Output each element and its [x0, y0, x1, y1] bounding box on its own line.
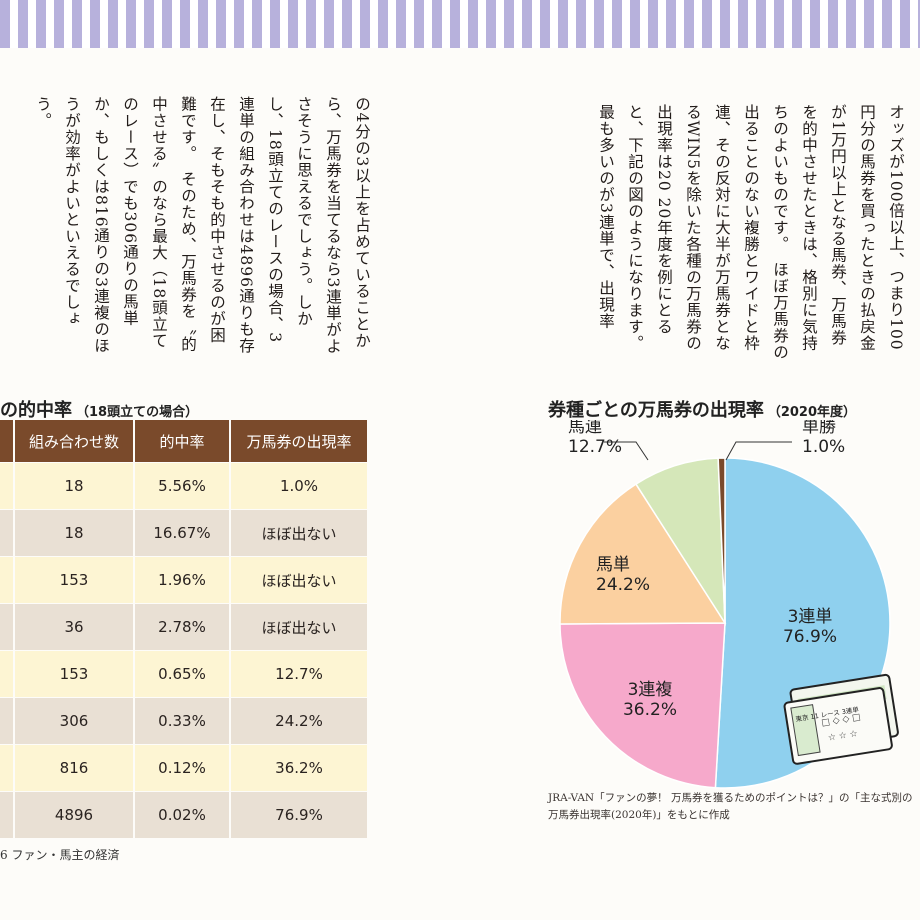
- table-row: 816 0.12% 36.2%: [0, 744, 369, 792]
- table-header-cell: 的中率: [134, 420, 231, 463]
- chart-title: 券種ごとの万馬券の出現率: [548, 400, 764, 421]
- slice-name-label: 馬単: [596, 555, 630, 575]
- slice-value-label: 1.0%: [802, 437, 845, 457]
- odds-table: 組み合わせ数 的中率 万馬券の出現率 18 5.56% 1.0% 18 16.67% ほ…: [0, 420, 369, 839]
- pie-slice: [559, 622, 726, 789]
- pie-slice: [559, 483, 727, 625]
- table-cell: ほぼ出ない: [230, 603, 369, 651]
- table-row: 153 0.65% 12.7%: [0, 650, 369, 698]
- betting-ticket-illustration: 東京 11 レース 3連単 □ ◇ ◇ □ ☆ ☆ ☆: [783, 673, 899, 765]
- table-cell: 24.2%: [230, 697, 369, 745]
- slice-name-label: 3連単: [788, 607, 833, 627]
- table-cell: 0.12%: [134, 744, 231, 792]
- slice-value-label: 24.2%: [596, 575, 650, 595]
- table-cell: ほぼ出ない: [230, 509, 369, 557]
- table-cell: 0.33%: [134, 697, 231, 745]
- table-cell: 36.2%: [230, 744, 369, 792]
- table-cell: 0.65%: [134, 650, 231, 698]
- slice-value-label: 36.2%: [623, 700, 677, 720]
- slice-value-label: 12.7%: [568, 437, 622, 457]
- table-row: 306 0.33% 24.2%: [0, 697, 369, 745]
- table-subtitle: （18頭立ての場合）: [76, 405, 199, 420]
- source-note: JRA-VAN「ファンの夢！ 万馬券を獲るためのポイントは？」の「主な式別の 万…: [548, 790, 918, 824]
- source-line-2: 万馬券出現率(2020年)」をもとに作成: [548, 809, 730, 821]
- slice-name-label: 馬連: [568, 420, 602, 437]
- table-cell: 18: [14, 462, 135, 510]
- table-header-row: 組み合わせ数 的中率 万馬券の出現率: [0, 420, 369, 463]
- table-row: 18 16.67% ほぼ出ない: [0, 509, 369, 557]
- table-cell: 1.96%: [134, 556, 231, 604]
- slice-value-label: 76.9%: [783, 627, 837, 647]
- table-row: 4896 0.02% 76.9%: [0, 791, 369, 839]
- table-cell: ほぼ出ない: [230, 556, 369, 604]
- leader-line-umaren: [604, 441, 649, 461]
- ticket-side-band: [790, 704, 821, 757]
- table-row: 36 2.78% ほぼ出ない: [0, 603, 369, 651]
- table-cell: 2.78%: [134, 603, 231, 651]
- table-cell: 4896: [14, 791, 135, 839]
- table-cell: 76.9%: [230, 791, 369, 839]
- table-cell: 1.0%: [230, 462, 369, 510]
- header-stripes: [0, 0, 920, 48]
- ticket-stars: ☆ ☆ ☆: [827, 729, 858, 744]
- table-cell: 36: [14, 603, 135, 651]
- table-header-cell: [0, 420, 15, 463]
- body-text-left: の4分の3以上を占めていることから、万馬券を当てるなら3連単がよさそうに思えるで…: [34, 96, 371, 355]
- pie-slices: [559, 457, 891, 789]
- table-row: 153 1.96% ほぼ出ない: [0, 556, 369, 604]
- table-cell: 153: [14, 650, 135, 698]
- pie-leader-lines: [604, 441, 792, 461]
- table-row: 18 5.56% 1.0%: [0, 462, 369, 510]
- body-text-right: オッズが100倍以上、つまり100円分の馬券を買ったときの払戻金が1万円以上とな…: [597, 104, 905, 361]
- table-cell: 16.67%: [134, 509, 231, 557]
- table-cell: 12.7%: [230, 650, 369, 698]
- table-cell: 5.56%: [134, 462, 231, 510]
- table-cell: 0.02%: [134, 791, 231, 839]
- table-header-cell: 組み合わせ数: [14, 420, 135, 463]
- pie-slice: [634, 457, 726, 626]
- table-cell: 153: [14, 556, 135, 604]
- table-cell: 306: [14, 697, 135, 745]
- leader-line-tansho: [725, 441, 792, 461]
- table-cell: 18: [14, 509, 135, 557]
- source-line-1: JRA-VAN「ファンの夢！ 万馬券を獲るためのポイントは？」の「主な式別の: [548, 792, 913, 804]
- chart-heading: 券種ごとの万馬券の出現率 （2020年度）: [548, 396, 856, 422]
- chart-subtitle: （2020年度）: [767, 405, 857, 420]
- table-title: の的中率: [0, 400, 72, 421]
- table-header-cell: 万馬券の出現率: [230, 420, 369, 463]
- table-heading: の的中率 （18頭立ての場合）: [0, 396, 198, 422]
- table-cell: 816: [14, 744, 135, 792]
- slice-name-label: 単勝: [802, 420, 836, 437]
- slice-name-label: 3連複: [628, 680, 673, 700]
- pie-slice: [717, 457, 726, 624]
- page-footer: 6 ファン・馬主の経済: [0, 848, 120, 862]
